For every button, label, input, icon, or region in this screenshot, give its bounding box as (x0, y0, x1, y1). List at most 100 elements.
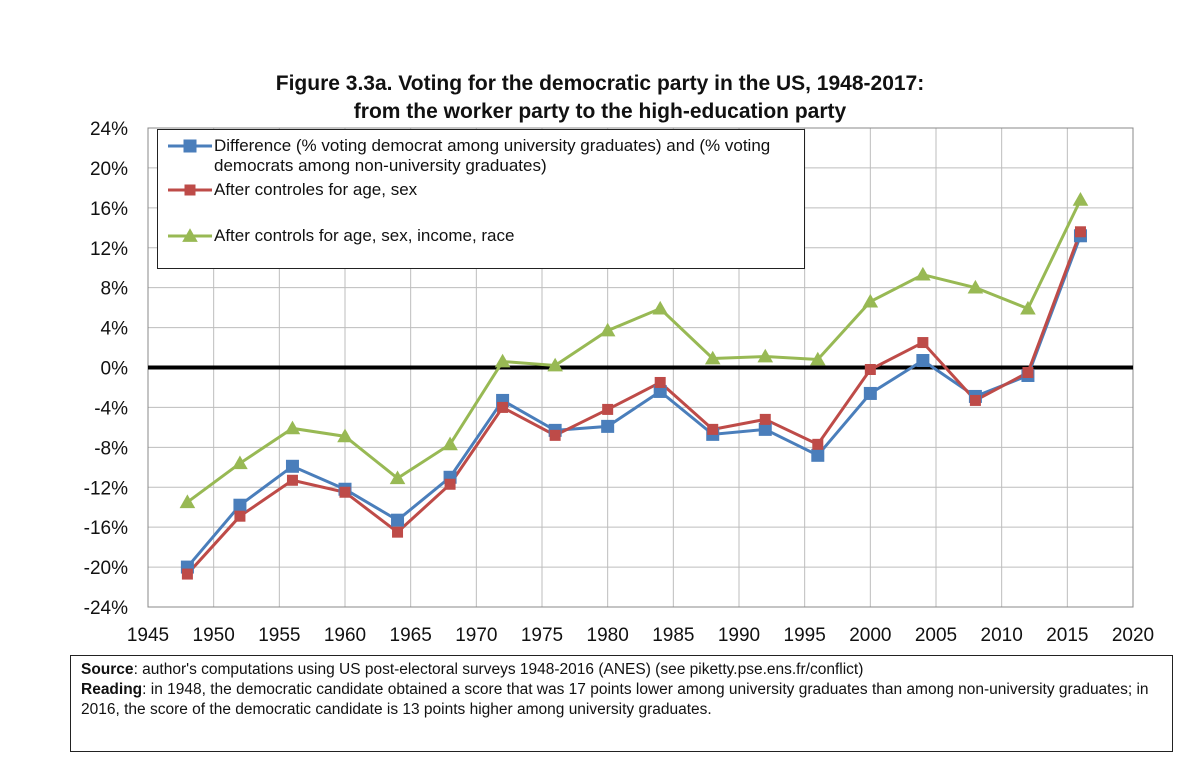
marker (183, 139, 197, 153)
legend-label: Difference (% voting democrat among univ… (214, 136, 771, 175)
y-tick-label: -24% (84, 598, 128, 619)
x-tick-label: 2015 (1046, 625, 1088, 646)
y-tick-label: -8% (94, 438, 128, 459)
marker (234, 510, 246, 522)
marker (601, 419, 615, 433)
x-tick-label: 2005 (915, 625, 957, 646)
marker (1074, 226, 1086, 238)
series-line (186, 235, 1082, 569)
marker (969, 394, 981, 406)
series-line (186, 199, 1082, 504)
legend-swatch (168, 139, 212, 153)
x-tick-label: 1965 (390, 625, 432, 646)
marker (232, 455, 248, 470)
marker (811, 448, 825, 462)
marker (389, 470, 406, 485)
marker (184, 184, 196, 196)
y-tick-label: -20% (84, 558, 128, 579)
marker (179, 494, 196, 509)
source-text: : author's computations using US post-el… (133, 661, 864, 678)
y-tick-label: 0% (101, 359, 129, 380)
reading-label: Reading (81, 681, 143, 698)
marker (284, 420, 301, 435)
legend-label: After controls for age, sex, income, rac… (214, 226, 515, 245)
marker (864, 363, 876, 375)
marker (494, 353, 511, 368)
legend-item: Difference (% voting democrat among univ… (166, 136, 799, 176)
marker (810, 351, 826, 366)
marker (704, 350, 721, 365)
x-tick-label: 1950 (193, 625, 235, 646)
y-tick-label: -12% (84, 478, 128, 499)
x-tick-label: 1970 (455, 625, 497, 646)
marker (233, 498, 247, 512)
marker (917, 337, 929, 349)
legend-swatch (168, 184, 212, 196)
y-tick-label: 24% (90, 119, 128, 140)
x-tick-label: 1995 (784, 625, 826, 646)
marker (1020, 300, 1036, 315)
x-tick-label: 2020 (1112, 625, 1154, 646)
x-tick-label: 1990 (718, 625, 760, 646)
y-tick-label: 12% (90, 239, 128, 260)
marker (547, 357, 563, 372)
legend-item: After controls for age, sex, income, rac… (166, 226, 799, 246)
chart: -24% -20% -16% -12% -8% -4% 0% 4% 8% 12% 16% 20% 24%… (84, 119, 1155, 646)
marker (1022, 366, 1034, 378)
marker (967, 279, 984, 294)
marker (497, 401, 509, 413)
x-tick-label: 1945 (127, 625, 169, 646)
marker (602, 403, 614, 415)
legend-swatch (168, 228, 212, 242)
y-tick-label: 20% (90, 159, 128, 180)
marker (599, 322, 616, 337)
y-tick-label: 16% (90, 199, 128, 220)
source-line: Source: author's computations using US p… (81, 660, 1162, 680)
marker (916, 354, 930, 368)
source-label: Source (81, 661, 134, 678)
marker (339, 486, 351, 498)
legend-item: After controles for age, sex (166, 180, 799, 200)
reading-line: Reading: in 1948, the democratic candida… (81, 680, 1162, 720)
source-note: Source: author's computations using US p… (70, 655, 1173, 752)
series-line (186, 231, 1082, 576)
marker (812, 438, 824, 450)
marker (862, 293, 879, 308)
marker (337, 428, 353, 443)
x-tick-label: 1975 (521, 625, 563, 646)
marker (442, 436, 458, 451)
marker (758, 422, 772, 436)
marker (549, 429, 561, 441)
legend: Difference (% voting democrat among univ… (157, 129, 805, 269)
x-tick-label: 1985 (652, 625, 694, 646)
y-tick-label: 4% (101, 319, 129, 340)
y-tick-label: -16% (84, 518, 128, 539)
reading-text: : in 1948, the democratic candidate obta… (81, 681, 1149, 718)
x-tick-label: 1960 (324, 625, 366, 646)
y-tick-label: 8% (101, 279, 129, 300)
marker (707, 423, 719, 435)
marker (391, 513, 405, 527)
chart-title: Figure 3.3a. Voting for the democratic p… (275, 72, 925, 95)
marker (181, 568, 193, 580)
marker (915, 266, 931, 281)
marker (652, 300, 668, 315)
x-tick-label: 2010 (981, 625, 1023, 646)
marker (1072, 192, 1089, 206)
marker (653, 384, 667, 398)
marker (757, 348, 774, 363)
marker (392, 526, 404, 538)
marker (863, 386, 877, 400)
marker (182, 228, 198, 242)
marker (444, 478, 456, 490)
legend-label: After controles for age, sex (214, 180, 418, 199)
y-tick-label: -4% (94, 398, 128, 419)
chart-subtitle: from the worker party to the high-educat… (353, 100, 847, 123)
x-tick-label: 1980 (587, 625, 629, 646)
marker (286, 474, 298, 486)
marker (654, 376, 666, 388)
x-tick-label: 1955 (258, 625, 300, 646)
x-tick-label: 2000 (849, 625, 891, 646)
marker (759, 413, 771, 425)
